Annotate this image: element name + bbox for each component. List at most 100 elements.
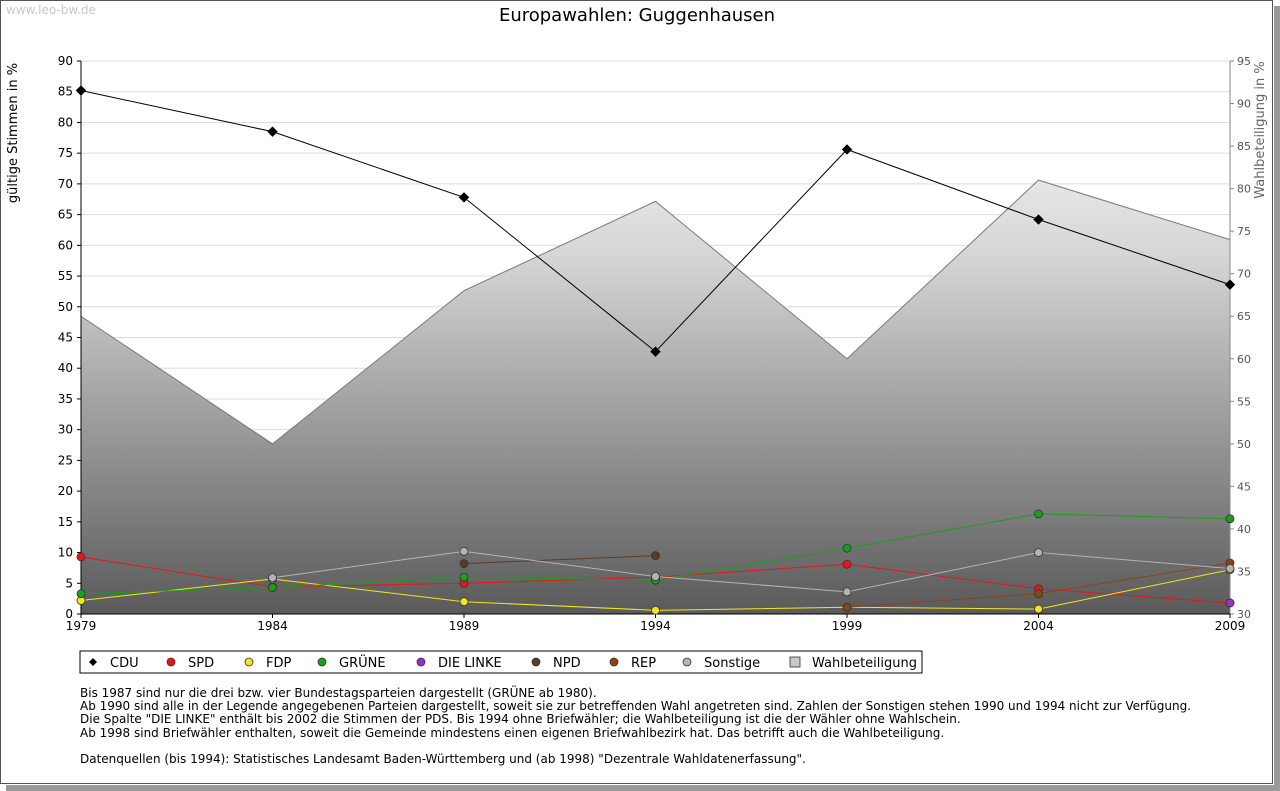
y-axis-label: gültige Stimmen in % — [6, 63, 21, 203]
y2-tick-label: 60 — [1237, 353, 1251, 366]
y-tick-label: 25 — [58, 453, 73, 467]
turnout-area — [80, 179, 1231, 614]
legend-item: SPD — [166, 656, 214, 671]
x-tick-label: 1999 — [832, 619, 863, 633]
legend-marker — [244, 657, 254, 667]
turnout-area-fill — [81, 180, 1230, 614]
legend-item: Wahlbeteiligung — [789, 656, 917, 671]
y-tick-label: 80 — [58, 115, 73, 129]
x-tick-label: 1984 — [257, 619, 288, 633]
y-tick-label: 5 — [65, 576, 73, 590]
data-point-cdu — [267, 126, 278, 137]
legend: CDU SPD FDP GRÜNE DIE LINKE NPD REP Sonstige Wah… — [79, 650, 923, 674]
legend-marker — [531, 657, 541, 667]
legend-label: Sonstige — [704, 656, 760, 671]
footnote-line: Ab 1990 sind alle in der Legende angegeb… — [80, 699, 1192, 714]
data-point-sonstige — [459, 546, 469, 556]
source-note: Datenquellen (bis 1994): Statistisches L… — [80, 751, 806, 766]
legend-item: DIE LINKE — [416, 656, 502, 671]
x-tick-label: 2009 — [1215, 619, 1246, 633]
legend-item: FDP — [244, 656, 291, 671]
y-tick-label: 45 — [58, 331, 73, 345]
y2-tick-label: 85 — [1237, 140, 1251, 153]
turnout-area-outline — [80, 179, 1231, 445]
legend-marker — [89, 658, 97, 666]
y-tick-label: 90 — [58, 54, 73, 68]
legend-item: REP — [609, 656, 656, 671]
y-tick-label: 0 — [65, 607, 73, 621]
y-tick-label: 75 — [58, 146, 73, 160]
y-tick-label: 65 — [58, 208, 73, 222]
y-tick-label: 50 — [58, 300, 73, 314]
legend-label: Wahlbeteiligung — [812, 656, 917, 671]
data-point-npd — [651, 551, 660, 561]
data-point-cdu — [650, 346, 661, 357]
legend-box — [79, 650, 923, 674]
data-point-cdu — [1224, 279, 1236, 290]
frame-shadow-right — [1274, 6, 1280, 791]
data-point-cdu — [458, 192, 470, 203]
x-tick-label: 1989 — [449, 619, 480, 633]
x-tick-label: 2004 — [1023, 619, 1054, 633]
y2-tick-label: 75 — [1237, 225, 1251, 238]
y-tick-label: 15 — [58, 515, 73, 529]
data-point-npd — [459, 559, 469, 569]
legend-item: Sonstige — [682, 656, 760, 671]
legend-label: NPD — [553, 656, 581, 671]
y2-tick-label: 65 — [1237, 310, 1251, 323]
frame-shadow-bottom — [6, 785, 1280, 791]
data-point-cdu — [75, 85, 87, 96]
legend-label: SPD — [188, 656, 214, 671]
y2-tick-label: 55 — [1237, 395, 1251, 408]
data-point-sonstige — [651, 572, 660, 581]
data-point-sonstige — [268, 573, 277, 583]
x-tick-label: 1979 — [66, 619, 97, 633]
legend-marker — [317, 657, 327, 667]
tick-labels: 0 5 10 15 20 25 30 35 40 45 50 55 60 65 70 75 80 85 90 30 35… — [58, 54, 1251, 633]
footnote-line: Ab 1998 sind Briefwähler enthalten, sowe… — [80, 725, 945, 740]
legend-marker — [682, 657, 692, 667]
data-point-die-linke — [1225, 598, 1235, 608]
y-tick-label: 35 — [58, 392, 73, 406]
data-point-cdu — [841, 144, 853, 155]
series-line-sonstige — [272, 550, 1231, 593]
legend-label: DIE LINKE — [438, 656, 502, 671]
legend-marker — [789, 656, 801, 668]
y2-tick-label: 70 — [1237, 268, 1251, 281]
footnotes: Bis 1987 sind nur die drei bzw. vier Bun… — [80, 686, 1192, 766]
y-tick-label: 30 — [58, 423, 73, 437]
series-line-npd — [463, 555, 656, 565]
data-point-sonstige — [842, 587, 852, 597]
legend-item: CDU — [89, 656, 139, 671]
data-point-sonstige — [1034, 548, 1043, 557]
data-point-gr-ne — [76, 589, 86, 599]
y2-tick-label: 30 — [1237, 608, 1251, 621]
data-point-spd — [842, 559, 852, 569]
y2-tick-label: 95 — [1237, 55, 1251, 68]
y-tick-label: 40 — [58, 361, 73, 375]
data-point-gr-ne — [268, 583, 277, 592]
chart-title: Europawahlen: Guggenhausen — [499, 5, 775, 26]
data-point-fdp — [1034, 604, 1043, 614]
y-tick-label: 20 — [58, 484, 73, 498]
legend-label: FDP — [266, 656, 291, 671]
data-point-fdp — [459, 597, 469, 607]
legend-marker — [609, 657, 619, 667]
footnote-line: Die Spalte "DIE LINKE" enthält bis 2002 … — [80, 712, 961, 727]
legend-label: GRÜNE — [339, 654, 386, 671]
data-point-gr-ne — [1034, 509, 1043, 519]
legend-item: GRÜNE — [317, 654, 386, 671]
legend-label: CDU — [110, 656, 139, 671]
election-chart: Europawahlen: Guggenhausen gültige Stimm… — [6, 5, 1268, 674]
y2-tick-label: 35 — [1237, 565, 1251, 578]
data-point-gr-ne — [459, 572, 469, 582]
legend-label: REP — [631, 656, 656, 671]
y2-tick-label: 50 — [1237, 438, 1251, 451]
y-tick-label: 60 — [58, 238, 73, 252]
legend-marker — [166, 657, 176, 667]
data-point-rep — [1034, 589, 1043, 599]
y-tick-label: 85 — [58, 85, 73, 99]
data-point-sonstige — [1225, 564, 1235, 573]
y2-tick-label: 80 — [1237, 183, 1251, 196]
y-tick-label: 55 — [58, 269, 73, 283]
